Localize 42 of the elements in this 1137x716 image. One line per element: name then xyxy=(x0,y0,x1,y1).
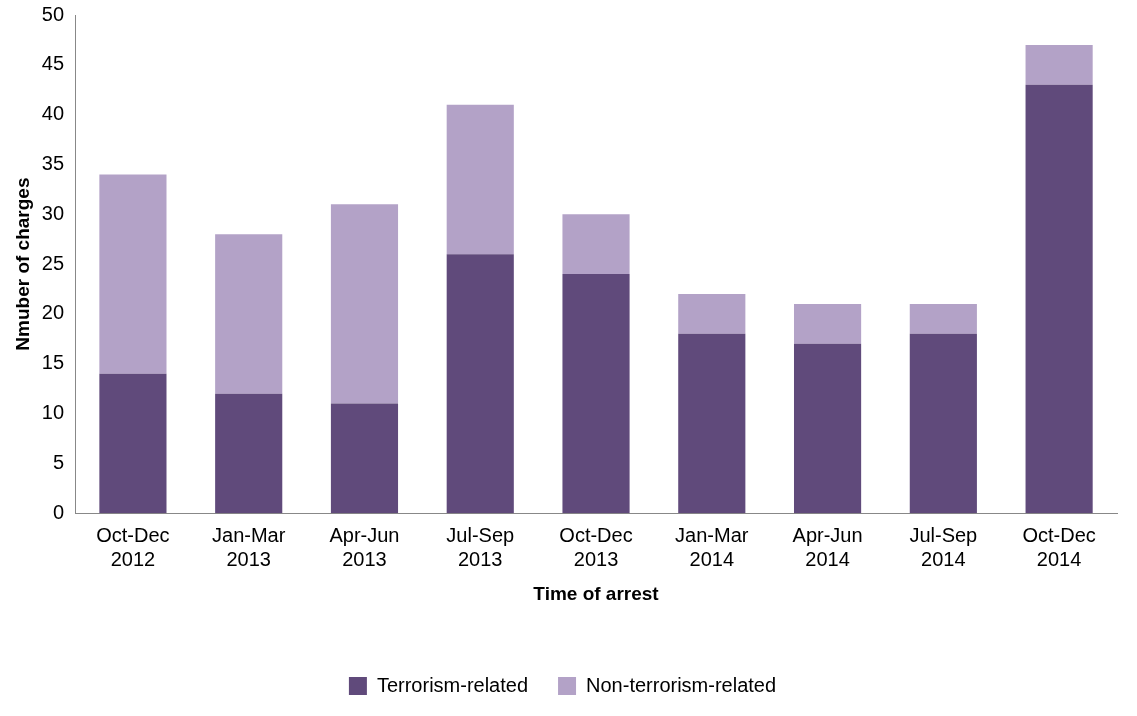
y-tick-label: 45 xyxy=(41,52,65,75)
y-tick-label: 10 xyxy=(41,401,65,424)
y-tick-label: 0 xyxy=(52,500,65,523)
bar xyxy=(215,234,283,394)
bar xyxy=(678,293,746,334)
x-tick-label: Oct-Dec 2012 xyxy=(96,523,170,570)
bar xyxy=(330,204,399,404)
bar xyxy=(793,343,862,514)
bar xyxy=(99,373,167,514)
bar xyxy=(1025,84,1093,514)
x-tick-label: Oct-Dec 2013 xyxy=(559,523,633,570)
bar xyxy=(330,403,399,514)
bar xyxy=(1025,44,1093,85)
x-tick-label: Oct-Dec 2014 xyxy=(1022,523,1096,570)
x-tick-label: Jul-Sep 2013 xyxy=(446,523,515,570)
bar xyxy=(562,214,630,275)
bar xyxy=(215,393,283,514)
x-tick-label: Jul-Sep 2014 xyxy=(909,523,978,570)
x-tick-label: Jan-Mar 2013 xyxy=(212,523,286,570)
y-tick-label: 35 xyxy=(41,151,65,174)
bar xyxy=(909,333,977,514)
x-tick-label: Apr-Jun 2014 xyxy=(792,523,863,570)
x-axis-title: Time of arrest xyxy=(533,582,660,604)
bar xyxy=(909,303,977,334)
y-tick-label: 25 xyxy=(41,251,65,274)
bar xyxy=(446,254,514,514)
y-tick-label: 30 xyxy=(41,201,65,224)
bar xyxy=(793,303,862,344)
x-tick-label: Jan-Mar 2014 xyxy=(675,523,749,570)
bar xyxy=(678,333,746,514)
y-tick-label: 40 xyxy=(41,102,65,125)
y-axis-title: Nmuber of charges xyxy=(11,177,33,351)
y-tick-label: 20 xyxy=(41,301,65,324)
y-tick-label: 15 xyxy=(41,351,65,374)
bar xyxy=(99,174,167,374)
bar xyxy=(446,104,514,255)
legend-label: Non-terrorism-related xyxy=(586,673,777,696)
legend-label: Terrorism-related xyxy=(376,673,529,696)
x-tick-label: Apr-Jun 2013 xyxy=(329,523,400,570)
bar xyxy=(562,274,630,514)
y-tick-label: 5 xyxy=(52,450,65,473)
y-tick-label: 50 xyxy=(41,2,65,25)
